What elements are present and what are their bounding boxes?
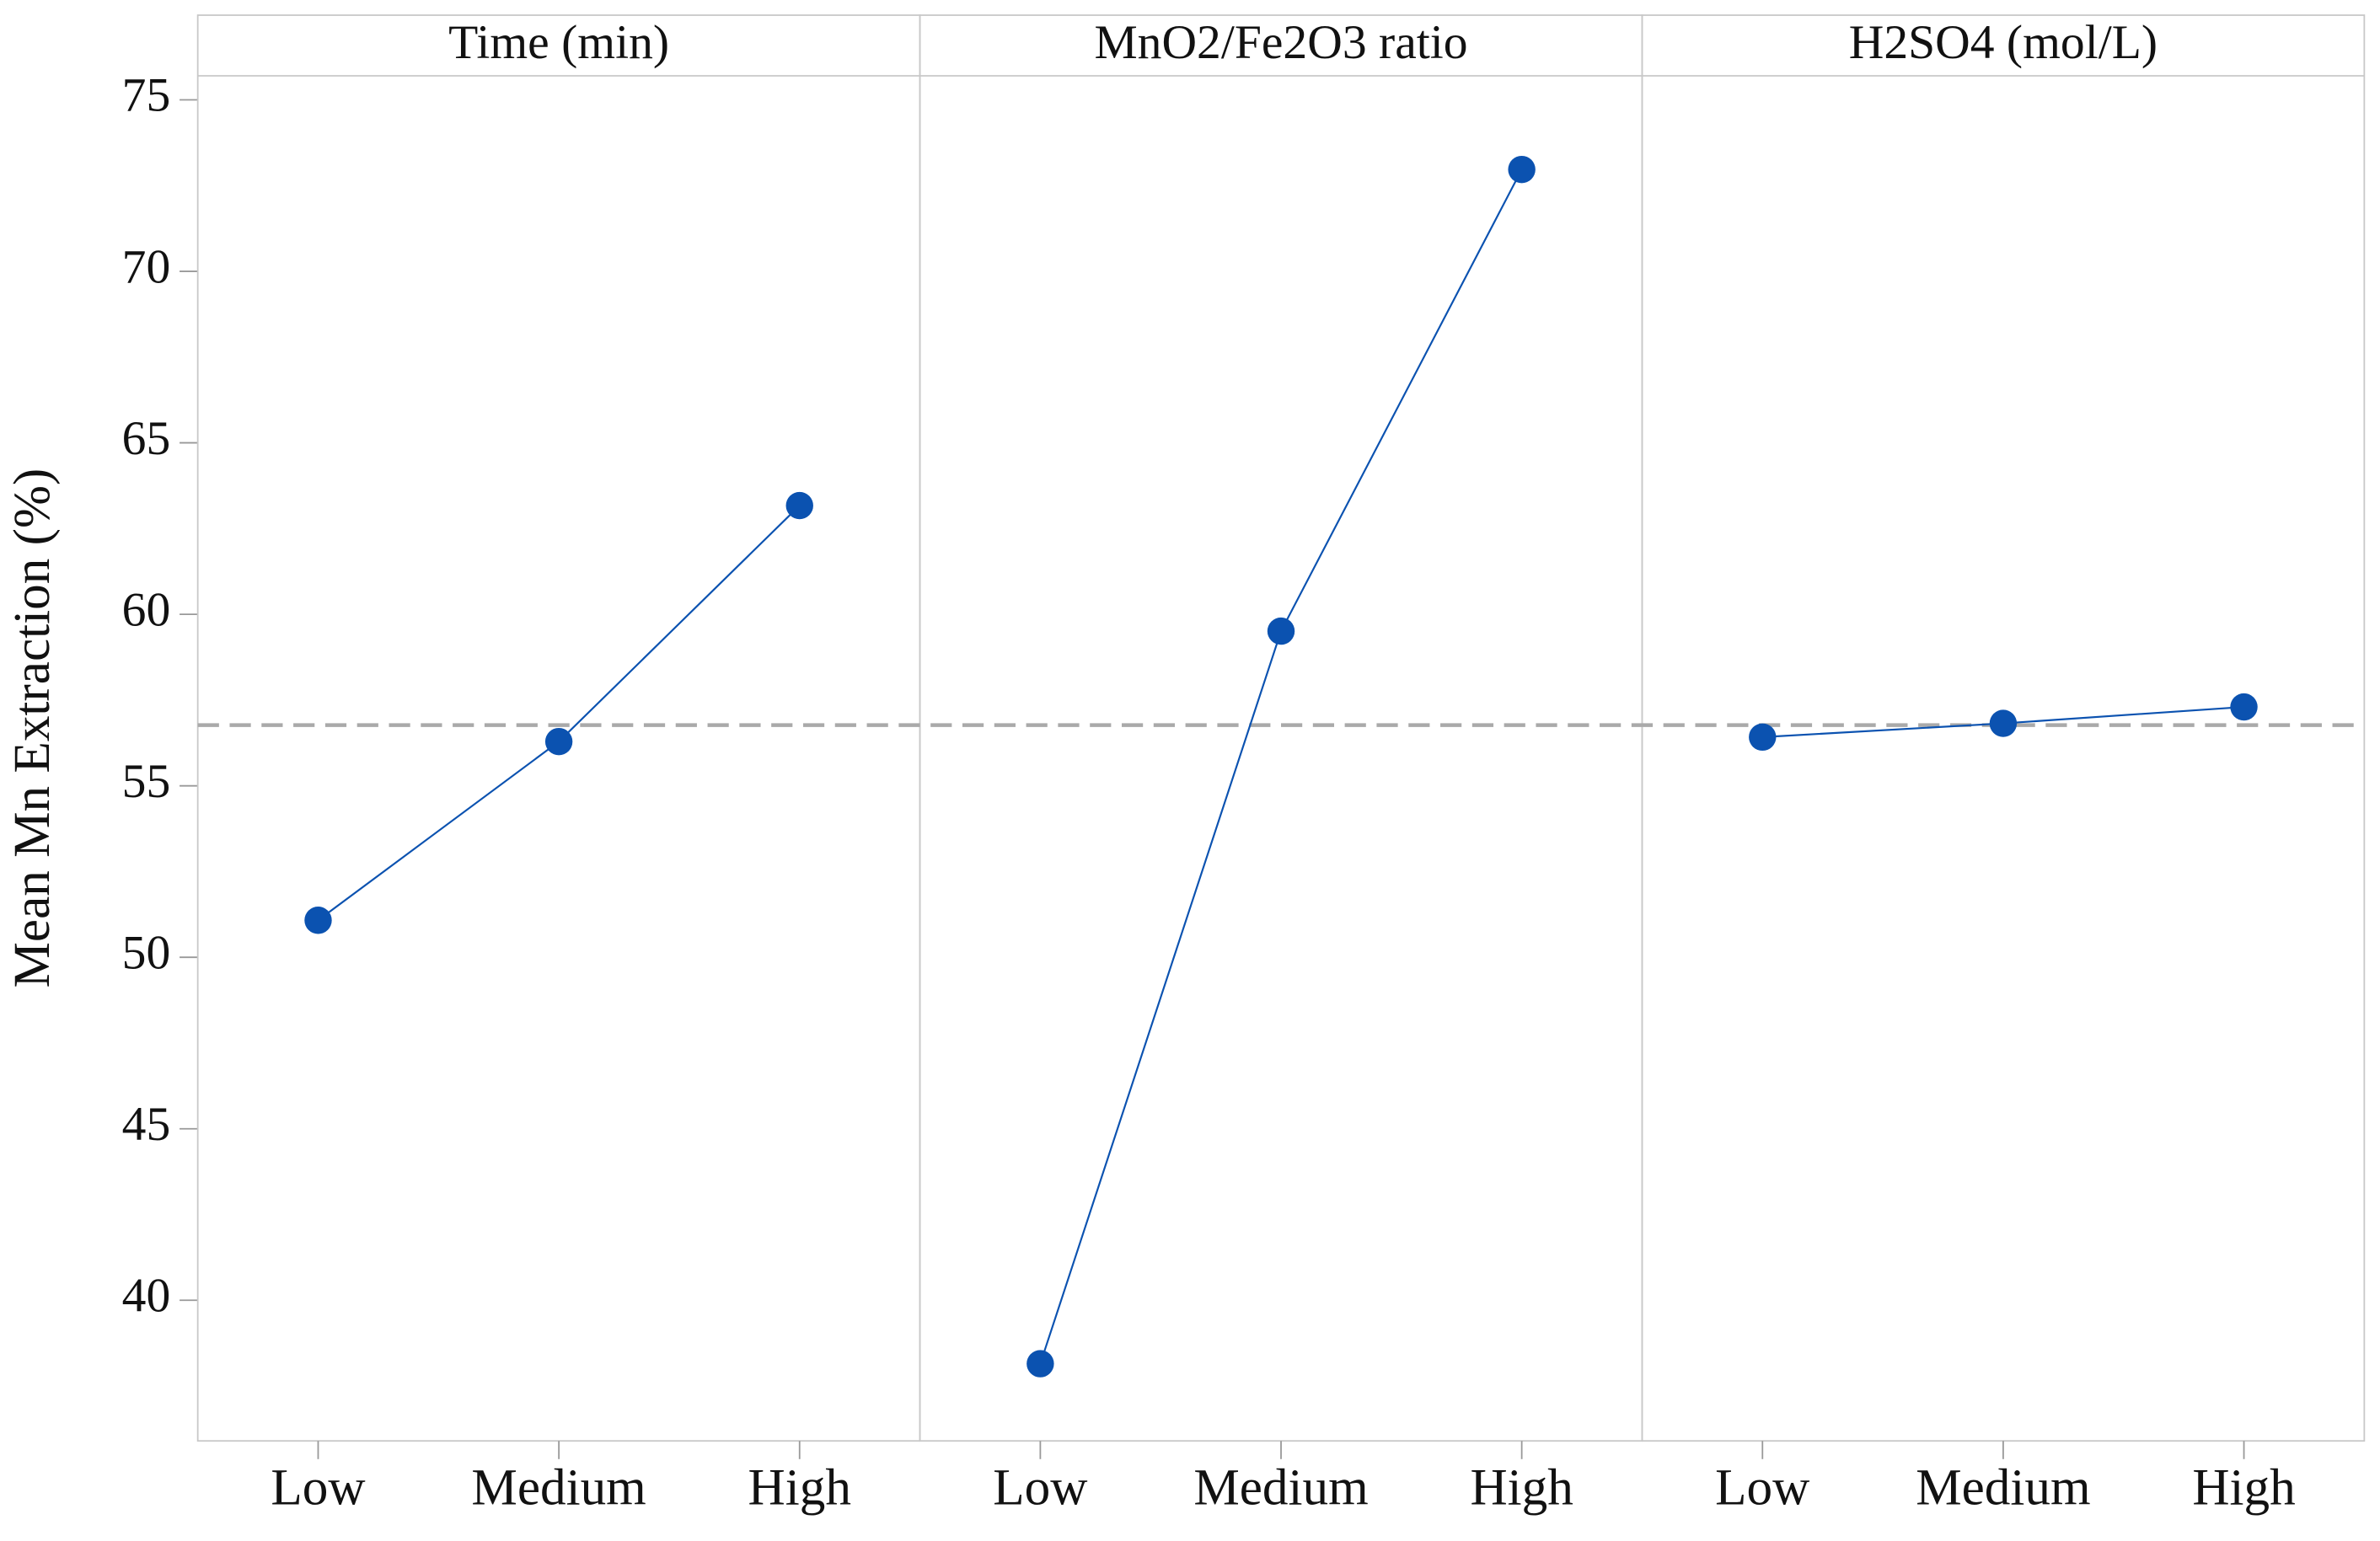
y-tick-label: 70 — [122, 240, 171, 293]
x-tick-label: Medium — [1193, 1458, 1368, 1516]
x-tick-label: High — [1470, 1458, 1573, 1516]
y-tick-label: 60 — [122, 583, 171, 636]
panel-frame — [919, 14, 1643, 1442]
y-tick-label: 65 — [122, 412, 171, 465]
y-tick-label: 50 — [122, 926, 171, 979]
data-point — [1749, 723, 1777, 752]
x-tick-label: High — [2192, 1458, 2295, 1516]
y-tick-label: 75 — [122, 69, 171, 122]
data-point — [304, 907, 332, 934]
data-point — [2230, 693, 2258, 721]
x-tick-label: Medium — [1916, 1458, 2090, 1516]
data-point — [544, 727, 573, 756]
data-point — [1989, 709, 2018, 737]
panel-title: MnO2/Fe2O3 ratio — [1094, 16, 1467, 69]
y-tick-label: 55 — [122, 755, 171, 808]
data-point — [1508, 155, 1536, 184]
y-tick-label: 40 — [122, 1270, 171, 1323]
panel-title: H2SO4 (mol/L) — [1849, 16, 2158, 69]
data-point — [1027, 1350, 1054, 1378]
data-point — [1267, 617, 1295, 645]
x-tick-label: Low — [271, 1458, 365, 1516]
panel-title: Time (min) — [448, 16, 669, 69]
series-line — [317, 505, 801, 922]
y-axis-label: Mean Mn Extraction (%) — [3, 468, 61, 988]
x-tick-label: Medium — [471, 1458, 646, 1516]
y-tick-label: 45 — [122, 1098, 171, 1151]
series-line — [1039, 169, 1523, 1364]
x-tick-label: High — [748, 1458, 851, 1516]
data-point — [785, 491, 813, 520]
x-tick-label: Low — [1715, 1458, 1809, 1516]
x-tick-label: Low — [993, 1458, 1087, 1516]
